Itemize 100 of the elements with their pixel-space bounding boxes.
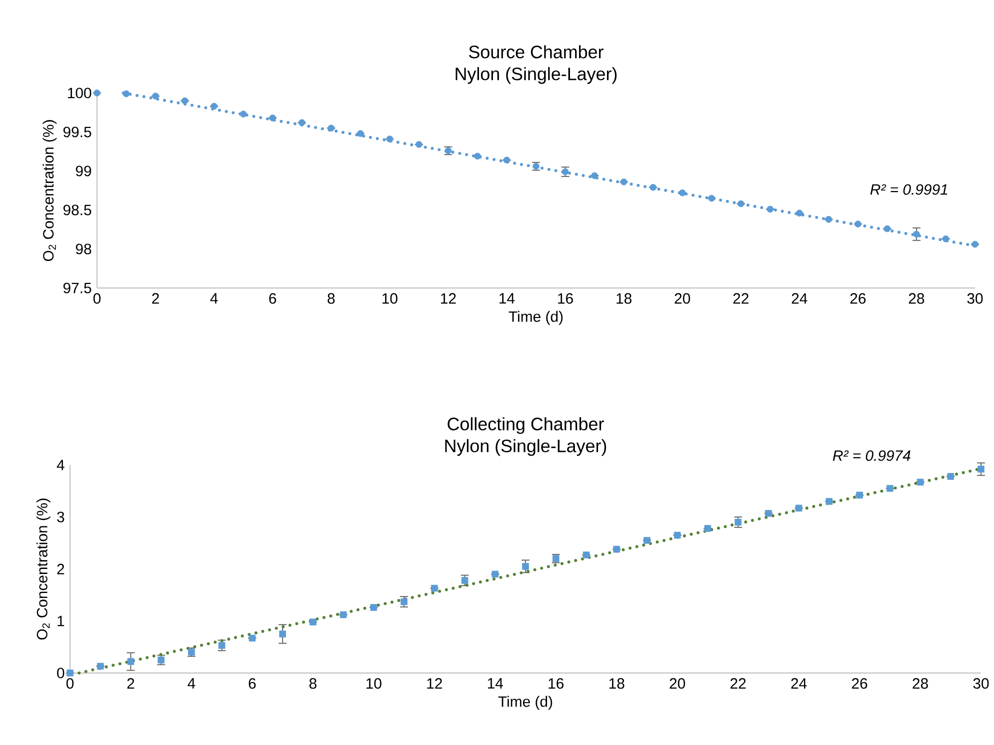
y-tick-label: 4 [56, 460, 64, 470]
x-tick-label: 20 [674, 293, 690, 304]
y-axis-title: O$_{2}$ Concentration (%) [36, 498, 50, 640]
x-tick-label: 22 [733, 293, 748, 304]
point [416, 141, 422, 148]
x-tick-label: 2 [152, 293, 159, 304]
point [674, 532, 681, 539]
point [916, 478, 924, 486]
point [737, 200, 744, 208]
chart-title: Source Chamber [469, 45, 604, 58]
point [795, 504, 802, 512]
x-tick-label: 0 [93, 293, 101, 304]
point [492, 570, 499, 578]
point [942, 235, 950, 242]
x-tick-label: 30 [973, 678, 989, 689]
point [122, 90, 130, 98]
point [240, 110, 247, 118]
y-tick-label: 100 [68, 88, 92, 98]
x-tick-label: 4 [210, 293, 218, 304]
chart-subtitle: Nylon (Single-Layer) [445, 439, 606, 456]
point [644, 537, 650, 544]
x-tick-label: 24 [791, 678, 807, 689]
x-tick-label: 12 [441, 293, 456, 304]
point [620, 178, 628, 186]
point [947, 473, 954, 480]
point [734, 518, 742, 526]
point [386, 136, 394, 142]
x-tick-label: 18 [616, 293, 632, 304]
x-tick-label: 12 [427, 678, 442, 689]
point [591, 172, 598, 180]
point [96, 662, 104, 670]
point [269, 114, 276, 122]
x-tick-label: 28 [908, 293, 924, 304]
point [66, 670, 74, 676]
point [972, 240, 978, 248]
x-tick-label: 6 [248, 678, 256, 689]
point [181, 97, 188, 104]
point [328, 124, 335, 132]
point [856, 492, 863, 499]
point [613, 546, 620, 553]
point [127, 658, 134, 665]
point [248, 634, 256, 642]
x-tick-label: 26 [850, 293, 866, 304]
point [370, 604, 378, 611]
point [886, 485, 894, 492]
point [650, 184, 656, 191]
point [158, 656, 164, 664]
y-tick-label: 0 [57, 668, 64, 678]
point [978, 466, 984, 473]
y-axis-title: O$_{2}$ Concentration (%) [42, 120, 57, 262]
point [884, 225, 891, 232]
x-tick-label: 18 [609, 678, 624, 689]
point [854, 220, 862, 228]
y-tick-label: 2 [57, 564, 64, 574]
chart-title: Collecting Chamber [448, 417, 604, 434]
x-axis-title: Time (d) [498, 696, 552, 710]
x-tick-label: 24 [792, 293, 808, 304]
x-tick-label: 10 [382, 293, 398, 304]
point [298, 119, 306, 126]
point [678, 189, 686, 196]
point [708, 194, 715, 202]
point [218, 642, 226, 649]
y-tick-label: 99.5 [63, 126, 92, 138]
point [765, 510, 772, 517]
point [152, 92, 159, 100]
point [503, 156, 510, 164]
point [825, 216, 832, 223]
x-tick-label: 6 [269, 293, 276, 304]
x-tick-label: 14 [488, 678, 504, 688]
point [913, 230, 920, 238]
point [210, 102, 218, 110]
x-tick-label: 10 [366, 678, 382, 689]
y-tick-label: 98.5 [63, 204, 92, 216]
y-tick-label: 1 [58, 616, 64, 626]
point [704, 525, 712, 532]
point [340, 611, 347, 618]
x-tick-label: 28 [912, 678, 928, 689]
point [796, 210, 803, 216]
x-tick-label: 2 [127, 678, 134, 689]
point [826, 498, 833, 505]
point [431, 584, 438, 592]
x-tick-label: 4 [188, 678, 196, 688]
point [310, 618, 316, 626]
text: R² = 0.9974 [832, 450, 910, 461]
x-tick-label: 20 [670, 678, 686, 689]
point [400, 598, 408, 606]
x-tick-label: 14 [500, 293, 515, 304]
point [279, 630, 286, 638]
point [474, 152, 481, 160]
x-tick-label: 8 [328, 293, 335, 304]
y-tick-label: 99 [76, 166, 92, 176]
x-tick-label: 16 [548, 678, 564, 689]
x-tick-label: 30 [967, 293, 983, 304]
point [94, 90, 100, 96]
x-tick-label: 26 [852, 678, 868, 689]
y-tick-label: 3 [57, 512, 64, 522]
point [766, 206, 774, 213]
x-tick-label: 22 [730, 678, 746, 689]
chart-subtitle: Nylon (Single-Layer) [456, 67, 617, 84]
point [357, 130, 364, 137]
